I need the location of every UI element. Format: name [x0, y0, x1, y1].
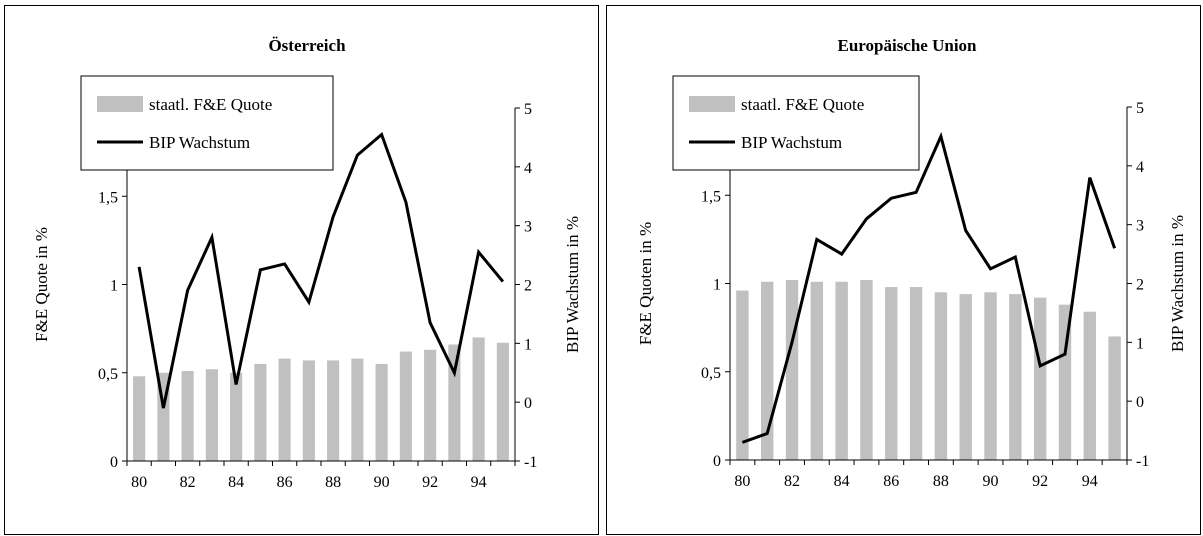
x-tick-label: 90 — [983, 473, 999, 490]
bar-86 — [885, 287, 898, 460]
bar-85 — [860, 279, 873, 460]
x-tick-label: 82 — [784, 473, 800, 490]
x-tick-label: 80 — [734, 473, 750, 490]
bar-90 — [375, 363, 388, 461]
bar-84 — [835, 281, 848, 460]
legend-swatch-bar — [97, 96, 143, 112]
bar-83 — [205, 369, 218, 461]
bar-91 — [1009, 294, 1022, 460]
y2-tick-label: 3 — [1136, 218, 1144, 235]
legend-label-bar: staatl. F&E Quote — [149, 95, 272, 114]
y2-tick-label: 0 — [1136, 394, 1144, 411]
x-tick-label: 86 — [277, 474, 293, 491]
bar-93 — [1058, 304, 1072, 460]
legend-swatch-bar — [689, 96, 735, 112]
y2-tick-label: 0 — [524, 395, 532, 412]
bar-91 — [399, 351, 412, 461]
y2-axis-title: BIP Wachstum in % — [1168, 215, 1187, 352]
y-tick-label: 0 — [713, 453, 721, 470]
bar-81 — [761, 281, 774, 460]
y2-tick-label: 5 — [1136, 100, 1144, 117]
bar-88 — [934, 292, 948, 460]
bar-90 — [984, 292, 997, 460]
bar-93 — [448, 344, 461, 461]
bar-84 — [230, 372, 243, 461]
y2-tick-label: -1 — [524, 454, 537, 471]
x-tick-label: 88 — [933, 473, 949, 490]
y-tick-label: 0,5 — [701, 365, 721, 382]
x-tick-label: 82 — [180, 474, 196, 491]
bar-80 — [736, 290, 749, 460]
legend-box — [672, 75, 920, 171]
x-tick-label: 90 — [374, 474, 390, 491]
y-tick-label: 1 — [713, 277, 721, 294]
y2-tick-label: 4 — [1136, 159, 1144, 176]
x-tick-label: 88 — [325, 474, 341, 491]
bar-94 — [472, 337, 485, 461]
legend-box — [80, 75, 334, 171]
chart-title: Europäische Union — [837, 36, 977, 55]
chart-eu: Europäische Union 0 0,5 1 1,5 -1 0 1 2 3 4 5 80 82 84 8… — [636, 36, 1187, 490]
bar-85 — [254, 363, 267, 461]
x-tick-label: 92 — [1032, 473, 1048, 490]
bar-94 — [1083, 311, 1096, 460]
bar-82 — [181, 370, 194, 461]
bar-92 — [1033, 297, 1047, 460]
x-tick-label: 94 — [1082, 473, 1098, 490]
y2-tick-label: -1 — [1136, 453, 1149, 470]
y-axis-title: F&E Quoten in % — [636, 222, 655, 345]
bar-89 — [351, 358, 364, 461]
y-tick-label: 1 — [110, 278, 118, 295]
bar-87 — [909, 287, 923, 460]
legend-label-line: BIP Wachstum — [149, 133, 250, 152]
y2-tick-label: 1 — [524, 336, 532, 353]
bar-83 — [810, 281, 824, 460]
legend-label-bar: staatl. F&E Quote — [741, 95, 864, 114]
y-tick-label: 1,5 — [98, 189, 118, 206]
y2-tick-label: 2 — [524, 278, 532, 295]
series-line-bip — [137, 131, 505, 409]
bar-95 — [496, 342, 509, 461]
y2-tick-label: 2 — [1136, 277, 1144, 294]
y2-tick-label: 5 — [524, 101, 532, 118]
y-tick-label: 0,5 — [98, 366, 118, 383]
y2-axis-title: BIP Wachstum in % — [563, 216, 582, 353]
y2-tick-label: 4 — [524, 160, 532, 177]
bar-80 — [133, 376, 146, 461]
bar-89 — [959, 294, 972, 460]
chart-panel-eu: Europäische Union 0 0,5 1 1,5 -1 0 1 2 3 4 5 80 82 84 8… — [606, 5, 1201, 535]
y-tick-label: 0 — [110, 454, 118, 471]
x-tick-label: 80 — [131, 474, 147, 491]
y2-tick-label: 3 — [524, 219, 532, 236]
x-tick-label: 94 — [471, 474, 487, 491]
x-tick-label: 86 — [883, 473, 899, 490]
bar-87 — [302, 360, 315, 461]
legend-label-line: BIP Wachstum — [741, 133, 842, 152]
bar-82 — [785, 279, 799, 460]
x-tick-label: 84 — [228, 474, 244, 491]
x-tick-label: 92 — [422, 474, 438, 491]
chart-panel-austria: Österreich 0 0,5 1 1,5 -1 0 1 2 3 4 5 80 82 84 86 88 90 92… — [4, 5, 599, 535]
bar-92 — [424, 349, 437, 461]
series-line-bip — [741, 131, 1117, 444]
x-tick-label: 84 — [834, 473, 850, 490]
y-tick-label: 1,5 — [701, 188, 721, 205]
bar-95 — [1108, 336, 1121, 460]
bar-86 — [278, 358, 291, 461]
y2-tick-label: 1 — [1136, 335, 1144, 352]
chart-austria: Österreich 0 0,5 1 1,5 -1 0 1 2 3 4 5 80 82 84 86 88 90 92… — [32, 36, 582, 491]
chart-title: Österreich — [268, 36, 346, 55]
bar-88 — [327, 360, 340, 461]
y-axis-title: F&E Quote in % — [32, 227, 51, 342]
